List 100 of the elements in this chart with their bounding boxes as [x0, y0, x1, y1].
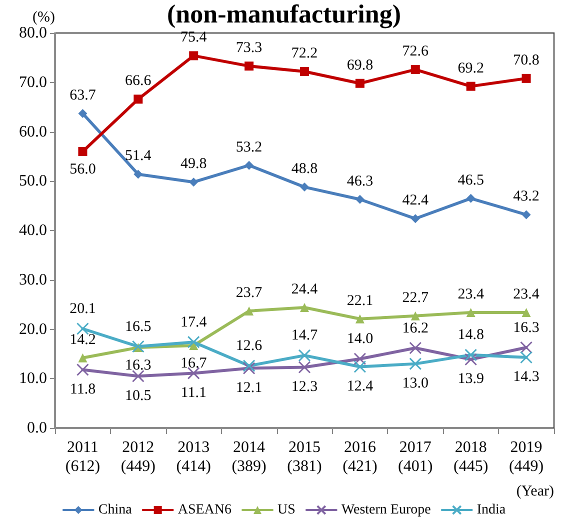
point [189, 51, 198, 60]
data-label: 14.2 [70, 332, 96, 348]
y-tick-label: 50.0 [19, 172, 47, 190]
point [298, 349, 311, 362]
point [132, 340, 144, 353]
point [300, 67, 309, 76]
point [409, 342, 422, 354]
x-tick-label: 2012 (449) [120, 439, 156, 475]
point [244, 306, 254, 316]
point [355, 194, 364, 204]
point [242, 360, 256, 372]
point [409, 358, 422, 370]
legend-label: Western Europe [341, 502, 431, 518]
data-label: 70.8 [513, 52, 540, 68]
y-tick-label: 40.0 [19, 222, 47, 239]
data-label: 69.8 [346, 57, 374, 74]
x-tick-label: 2017 (401) [398, 439, 433, 475]
x-tick-label: 2015 (381) [287, 439, 322, 475]
x-axis-title: (Year) [516, 484, 554, 500]
data-label: 16.5 [125, 318, 152, 335]
data-label: 75.4 [180, 30, 208, 46]
data-label: 16.3 [513, 320, 540, 336]
y-tick-label: 60.0 [19, 123, 47, 140]
y-tick-label: 80.0 [19, 24, 47, 42]
y-tick-label: 70.0 [19, 74, 47, 91]
data-label: 49.8 [180, 156, 207, 172]
data-label: 56.0 [70, 162, 96, 178]
point [354, 352, 366, 366]
point [520, 351, 533, 364]
point [464, 348, 478, 362]
legend-label: US [278, 502, 296, 518]
point [355, 78, 364, 88]
data-label: 48.8 [291, 161, 318, 178]
data-label: 13.0 [402, 376, 429, 392]
data-label: 12.1 [236, 380, 262, 396]
point [466, 194, 476, 203]
data-label: 16.2 [402, 320, 429, 336]
data-label: 42.4 [402, 192, 430, 209]
point [187, 336, 200, 348]
data-label: 20.1 [70, 301, 96, 318]
y-tick-label: 30.0 [19, 271, 47, 288]
data-label: 10.5 [125, 388, 152, 404]
point [78, 147, 88, 156]
point [410, 214, 420, 224]
point [410, 311, 420, 320]
x-tick-label: 2019 (449) [508, 439, 544, 475]
chart-title: (non-manufacturing) [166, 0, 402, 28]
data-label: 13.9 [458, 371, 484, 388]
x-tick-label: 2011 (612) [65, 439, 100, 475]
data-label: 43.2 [513, 188, 540, 205]
data-label: 22.7 [402, 290, 430, 306]
point [242, 362, 256, 375]
data-label: 14.7 [291, 328, 318, 344]
point [466, 308, 476, 317]
legend-label: India [476, 502, 506, 518]
point [189, 178, 198, 187]
point [298, 361, 311, 374]
data-label: 22.1 [346, 292, 374, 309]
data-label: 16.3 [125, 358, 152, 374]
data-label: 66.6 [125, 73, 152, 90]
point [464, 353, 478, 366]
point [522, 308, 531, 317]
data-label: 23.4 [513, 286, 540, 302]
point [300, 303, 309, 312]
data-label: 14.3 [513, 369, 540, 386]
point [244, 62, 254, 71]
data-label: 72.6 [402, 44, 430, 60]
point [354, 360, 366, 374]
data-label: 72.2 [291, 46, 318, 62]
point [134, 94, 143, 104]
x-tick-label: 2014 (389) [232, 439, 266, 475]
data-label: 12.6 [236, 338, 263, 354]
point [78, 353, 88, 362]
legend-label: China [98, 502, 133, 518]
data-label: 17.4 [180, 314, 208, 330]
data-label: 51.4 [125, 148, 152, 164]
y-axis-title: (%) [32, 10, 55, 26]
point [76, 363, 89, 376]
point [466, 82, 476, 91]
y-tick-label: 20.0 [19, 320, 47, 338]
y-tick-label: 10.0 [19, 370, 47, 388]
data-label: 69.2 [458, 60, 484, 76]
data-label: 46.5 [458, 172, 484, 188]
data-label: 46.3 [346, 173, 374, 190]
y-tick-label: 0.0 [27, 420, 47, 436]
point [300, 182, 309, 192]
data-label: 23.7 [236, 284, 263, 301]
point [522, 210, 531, 220]
data-label: 63.7 [70, 87, 96, 104]
point [244, 160, 254, 170]
point [520, 341, 533, 354]
data-label: 12.3 [291, 379, 318, 396]
data-label: 14.0 [346, 331, 374, 348]
point [355, 314, 364, 324]
data-label: 14.8 [458, 327, 484, 344]
point [410, 65, 420, 74]
x-tick-label: 2013 (414) [176, 439, 211, 475]
data-label: 12.4 [346, 378, 374, 395]
data-label: 24.4 [291, 282, 318, 298]
point [522, 74, 531, 83]
